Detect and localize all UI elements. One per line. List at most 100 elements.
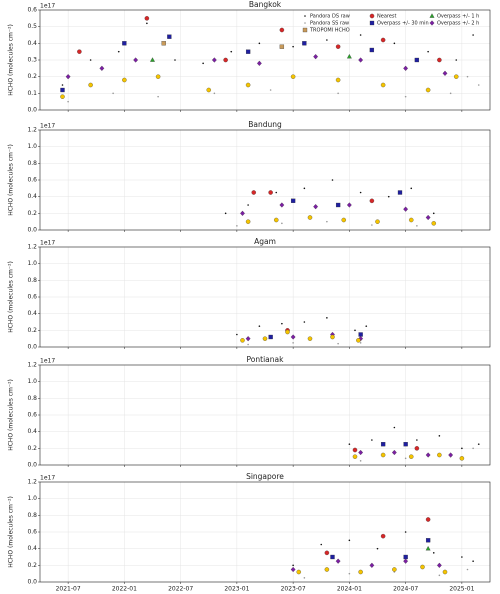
raw-point [236,333,238,336]
y-tick-label: 1.0 [27,260,37,267]
y-tick-label: 0.6 [27,7,37,14]
diamond-point [346,202,352,208]
y-tick-label: 0.2 [27,562,37,569]
raw-point [213,92,216,95]
circle-point [77,49,82,54]
plot-frame [39,9,491,111]
raw-point [427,50,429,53]
panel-title: Pontianak [247,355,285,364]
raw-point [348,572,351,575]
panel-title: Bangkok [249,0,282,9]
offset-label: 1e17 [40,358,55,365]
y-tick-label: 0.0 [27,344,37,351]
y-tick-label: 0.1 [27,90,37,97]
circle-point [408,454,414,459]
y-axis-label: HCHO (molecules cm⁻²) [8,24,15,96]
diamond-point [290,334,296,340]
square-point [60,87,65,93]
square-point [268,334,273,340]
y-tick-label: 0.4 [27,40,37,47]
raw-point [326,39,328,41]
diamond-point [358,57,364,63]
circle-point [223,57,228,63]
y-tick-label: 0.8 [27,277,37,284]
circle-point [380,452,386,458]
circle-point [144,16,150,21]
raw-point [359,342,362,344]
circle-point [245,82,251,88]
circle-point [420,564,425,570]
raw-point [393,426,396,429]
y-tick-label: 1.2 [27,479,37,486]
circle-point [324,550,330,556]
diamond-point [403,65,409,71]
raw-point [224,212,227,215]
circle-point [459,456,465,461]
circle-point [279,27,285,33]
offset-label: 1e17 [40,475,55,482]
square-point [302,41,307,46]
raw-point [157,95,159,98]
diamond-point [358,449,364,456]
square-point [358,332,363,337]
circle-point [307,215,313,220]
diamond-point [425,452,431,458]
plot-frame [39,364,491,466]
raw-point [359,34,362,36]
raw-point [416,439,418,441]
raw-point [230,50,233,53]
y-axis-label: HCHO (molecules cm⁻²) [8,261,15,333]
diamond-point [99,65,105,71]
raw-point [371,439,373,441]
diamond-point [133,57,139,63]
y-tick-label: 0.2 [27,327,37,334]
raw-point [477,443,480,445]
y-tick-label: 0.6 [27,529,37,536]
panel-title: Singapore [246,472,284,481]
y-axis-label: HCHO (molecules cm⁻²) [8,144,15,216]
diamond-point [436,562,442,568]
raw-point [348,539,351,542]
circle-point [296,569,301,575]
raw-point [292,342,294,344]
y-tick-label: 0.2 [27,73,37,80]
diamond-point [313,204,319,210]
raw-point [258,42,261,45]
y-tick-label: 0.2 [27,445,37,452]
square-point [290,198,296,203]
square-point [397,190,403,195]
diamond-point [442,70,448,76]
diamond-point [256,60,262,66]
legend-label: Overpass +/- 30 min [377,21,429,27]
circle-point [341,217,346,223]
square-point [330,554,335,560]
legend-marker [369,20,375,26]
circle-point [88,82,93,88]
raw-point [202,62,204,65]
panel-title: Bandung [248,120,282,129]
y-tick-label: 1.2 [27,127,37,134]
raw-point [477,84,480,86]
square-point [161,41,166,46]
raw-point [269,89,272,91]
raw-point [247,343,249,346]
circle-point [369,198,375,204]
raw-point [326,317,328,319]
square-point [167,34,172,39]
circle-point [380,533,386,539]
legend-label: Nearest [377,14,397,20]
raw-point [404,457,407,460]
raw-point [461,556,463,558]
raw-point [112,92,114,95]
plot-frame [39,129,491,231]
raw-point [236,225,238,227]
legend-marker [302,27,308,33]
circle-point [453,74,459,79]
circle-point [268,190,273,195]
x-tick-label: 2022-01 [112,586,137,593]
raw-point [416,225,418,227]
raw-point [281,322,283,325]
raw-point [387,195,390,198]
diamond-point [245,336,251,342]
triangle-point [150,57,155,62]
